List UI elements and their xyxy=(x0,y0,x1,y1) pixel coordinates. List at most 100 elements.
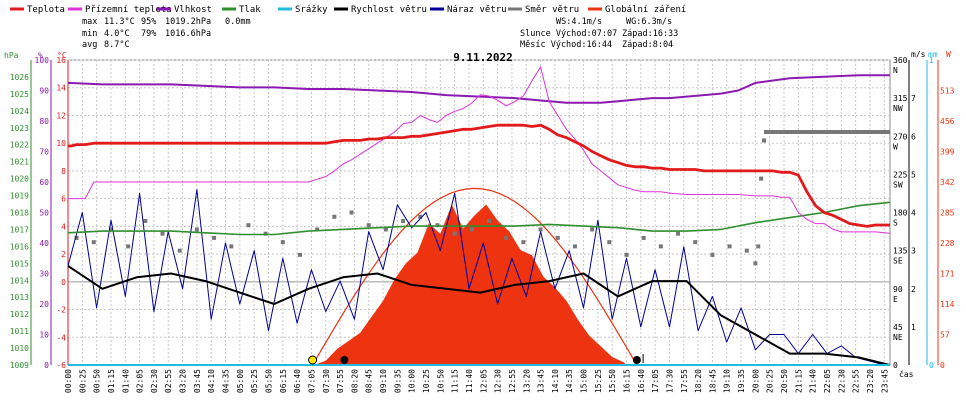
legend-label: Přízemní teplota xyxy=(85,5,172,15)
x-tick-label: 16:15 xyxy=(623,369,632,393)
moonset-info: Západ:8:04 xyxy=(622,40,673,50)
x-tick-label: 07:30 xyxy=(322,369,331,393)
wind-direction-marker xyxy=(761,138,766,143)
temperature-tick-label: 2 xyxy=(61,250,66,259)
legend-label: Směr větru xyxy=(525,5,579,15)
wind-direction-marker xyxy=(555,235,560,240)
wind-direction-marker xyxy=(487,218,492,223)
radiation-tick-label: 399 xyxy=(940,148,955,157)
pressure-tick-label: 1024 xyxy=(10,107,29,116)
wind-direction-marker xyxy=(297,252,302,257)
stats-max-rain: 0.0mm xyxy=(225,17,251,27)
temperature-tick-label: 14 xyxy=(56,84,66,93)
wind-direction-marker xyxy=(538,227,543,232)
pressure-tick-label: 1013 xyxy=(10,293,29,302)
wind-direction-marker xyxy=(108,227,113,232)
pressure-tick-label: 1026 xyxy=(10,73,29,82)
wind-direction-marker xyxy=(641,235,646,240)
wind-direction-marker xyxy=(504,235,509,240)
wind-direction-marker xyxy=(263,231,268,236)
pressure-tick-label: 1023 xyxy=(10,124,29,133)
x-tick-label: 18:45 xyxy=(708,369,717,393)
humidity-tick-label: 20 xyxy=(39,300,49,309)
temperature-tick-label: -4 xyxy=(56,333,66,342)
wind-direction-marker xyxy=(74,235,79,240)
wind-tick-label: 2 xyxy=(911,285,916,294)
x-tick-label: 11:40 xyxy=(465,369,474,393)
moonrise-info: Měsíc Východ:16:44 xyxy=(520,40,612,50)
direction-tick-label: 360 xyxy=(893,56,908,65)
x-tick-label: 10:50 xyxy=(436,369,445,393)
wind-direction-marker xyxy=(401,218,406,223)
sunset-marker xyxy=(632,356,641,364)
pressure-tick-label: 1018 xyxy=(10,209,29,218)
radiation-tick-label: 513 xyxy=(940,87,955,96)
temperature-tick-label: 0 xyxy=(61,278,66,287)
wind-direction-marker xyxy=(710,252,715,257)
axis-unit-pressure: hPa xyxy=(4,51,19,60)
x-tick-label: 10:25 xyxy=(422,369,431,393)
rain-tick-label: 0 xyxy=(929,361,934,370)
wind-direction-marker xyxy=(246,223,251,228)
x-tick-label: 12:55 xyxy=(508,369,517,393)
wind-direction-marker xyxy=(590,227,595,232)
stats-max-hum: 95% xyxy=(141,17,156,27)
direction-compass-label: S xyxy=(893,219,898,228)
x-tick-label: 02:30 xyxy=(150,369,159,393)
legend-label: Tlak xyxy=(239,5,261,15)
stats-avg-temp: 8.7°C xyxy=(104,40,130,50)
temperature-tick-label: -2 xyxy=(56,306,66,315)
x-axis-label: čas xyxy=(899,369,914,379)
direction-tick-label: 90 xyxy=(893,285,903,294)
wind-direction-marker xyxy=(435,223,440,228)
stats-max-temp: 11.3°C xyxy=(104,17,135,27)
pressure-tick-label: 1025 xyxy=(10,90,29,99)
x-tick-label: 04:35 xyxy=(222,369,231,393)
wind-direction-marker xyxy=(759,176,764,181)
x-tick-label: 11:15 xyxy=(451,369,460,393)
x-tick-label: 19:10 xyxy=(723,369,732,393)
wind-direction-marker xyxy=(91,240,96,245)
x-tick-label: 07:55 xyxy=(336,369,345,393)
humidity-tick-label: 70 xyxy=(39,148,49,157)
x-tick-label: 00:50 xyxy=(93,369,102,393)
axis-unit-rain: mm xyxy=(928,50,938,59)
wind-direction-marker xyxy=(280,240,285,245)
x-tick-label: 15:25 xyxy=(594,369,603,393)
stats-max-label: max xyxy=(82,17,97,27)
x-tick-label: 20:00 xyxy=(751,369,760,393)
pressure-tick-label: 1011 xyxy=(10,327,29,336)
pressure-tick-label: 1009 xyxy=(10,361,29,370)
stats-avg-label: avg xyxy=(82,40,97,50)
temperature-tick-label: 4 xyxy=(61,222,66,231)
x-tick-label: 17:30 xyxy=(665,369,674,393)
x-tick-label: 20:50 xyxy=(780,369,789,393)
humidity-tick-label: 0 xyxy=(44,361,49,370)
legend-label: Srážky xyxy=(295,5,328,15)
x-tick-label: 04:10 xyxy=(207,369,216,393)
radiation-tick-label: 228 xyxy=(940,239,955,248)
wind-direction-marker xyxy=(349,210,354,215)
direction-tick-label: 45 xyxy=(893,323,903,332)
humidity-tick-label: 100 xyxy=(35,56,50,65)
wind-speed-info: WS:4.1m/s xyxy=(556,17,602,27)
legend-label: Vlhkost xyxy=(174,5,212,15)
direction-tick-label: 225 xyxy=(893,170,908,179)
ground-temperature-line xyxy=(68,66,891,234)
direction-tick-label: 0 xyxy=(893,361,898,370)
radiation-tick-label: 0 xyxy=(940,361,945,370)
x-tick-label: 01:15 xyxy=(107,369,116,393)
wind-tick-label: 6 xyxy=(911,132,916,141)
x-tick-label: 19:35 xyxy=(737,369,746,393)
humidity-tick-label: 10 xyxy=(39,331,49,340)
stats-min-temp: 4.0°C xyxy=(104,29,130,39)
wind-direction-marker xyxy=(676,231,681,236)
pressure-tick-label: 1019 xyxy=(10,192,29,201)
stats-min-hum: 79% xyxy=(141,29,156,39)
pressure-tick-label: 1016 xyxy=(10,242,29,251)
stats-min-label: min xyxy=(82,29,97,39)
direction-compass-label: SE xyxy=(893,257,903,266)
direction-compass-label: N xyxy=(893,66,898,75)
x-tick-label: 14:35 xyxy=(565,369,574,393)
